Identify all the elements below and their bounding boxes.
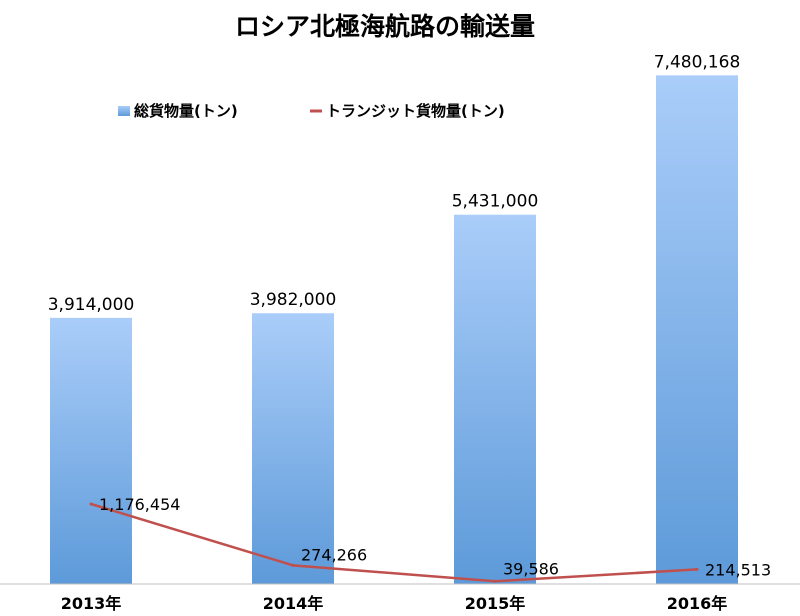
bar-2016年 bbox=[656, 75, 738, 585]
line-label-2013年: 1,176,454 bbox=[99, 495, 180, 514]
line-labels-group: 1,176,454 274,266 39,586 214,513 bbox=[99, 495, 771, 579]
legend-swatch-total bbox=[118, 106, 130, 116]
legend-label-total: 総貨物量(トン) bbox=[134, 102, 238, 120]
line-label-2015年: 39,586 bbox=[503, 559, 559, 578]
x-tick-2014年: 2014年 bbox=[263, 594, 324, 613]
line-point-2015年 bbox=[493, 579, 497, 583]
line-label-2014年: 274,266 bbox=[301, 545, 367, 564]
bar-2013年 bbox=[50, 317, 132, 584]
x-tick-2015年: 2015年 bbox=[465, 594, 526, 613]
x-tick-2016年: 2016年 bbox=[667, 594, 728, 613]
line-transit bbox=[90, 502, 698, 583]
bar-label-2016年: 7,480,168 bbox=[654, 52, 741, 72]
legend-label-transit: トランジット貨物量(トン) bbox=[326, 102, 505, 120]
line-point-2016年 bbox=[695, 567, 699, 571]
bar-label-2014年: 3,982,000 bbox=[250, 290, 337, 310]
x-tick-2013年: 2013年 bbox=[61, 594, 122, 613]
legend: 総貨物量(トン) トランジット貨物量(トン) bbox=[118, 102, 505, 120]
x-ticks-group: 2013年 2014年 2015年 2016年 bbox=[61, 594, 728, 613]
bars-group bbox=[50, 75, 738, 585]
bar-label-2013年: 3,914,000 bbox=[48, 295, 135, 315]
bar-2015年 bbox=[454, 214, 536, 584]
bar-labels-group: 3,914,000 3,982,000 5,431,000 7,480,168 bbox=[48, 52, 741, 314]
line-series-group bbox=[89, 502, 699, 583]
line-label-2016年: 214,513 bbox=[705, 560, 771, 579]
bar-2014年 bbox=[252, 313, 334, 584]
line-point-2014年 bbox=[291, 563, 295, 567]
chart-title: ロシア北極海航路の輸送量 bbox=[235, 12, 535, 41]
line-point-2013年 bbox=[89, 502, 93, 506]
bar-label-2015年: 5,431,000 bbox=[452, 192, 539, 212]
